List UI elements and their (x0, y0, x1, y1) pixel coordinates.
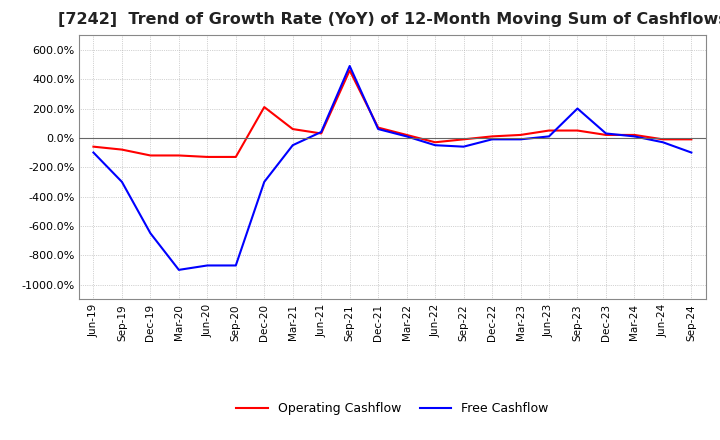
Free Cashflow (431, 143, 439, 148)
Operating Cashflow (487, 134, 496, 139)
Operating Cashflow (260, 104, 269, 110)
Free Cashflow (487, 137, 496, 142)
Line: Operating Cashflow: Operating Cashflow (94, 70, 691, 157)
Operating Cashflow (659, 137, 667, 142)
Operating Cashflow (431, 139, 439, 145)
Operating Cashflow (459, 137, 468, 142)
Operating Cashflow (146, 153, 155, 158)
Free Cashflow (203, 263, 212, 268)
Operating Cashflow (516, 132, 525, 138)
Operating Cashflow (545, 128, 554, 133)
Operating Cashflow (203, 154, 212, 160)
Free Cashflow (659, 139, 667, 145)
Free Cashflow (630, 134, 639, 139)
Operating Cashflow (402, 132, 411, 138)
Operating Cashflow (687, 137, 696, 142)
Free Cashflow (346, 63, 354, 69)
Legend: Operating Cashflow, Free Cashflow: Operating Cashflow, Free Cashflow (231, 397, 554, 420)
Operating Cashflow (232, 154, 240, 160)
Operating Cashflow (630, 132, 639, 138)
Operating Cashflow (346, 68, 354, 73)
Free Cashflow (317, 129, 325, 135)
Free Cashflow (687, 150, 696, 155)
Operating Cashflow (602, 132, 611, 138)
Free Cashflow (545, 134, 554, 139)
Free Cashflow (602, 131, 611, 136)
Operating Cashflow (174, 153, 183, 158)
Free Cashflow (117, 179, 126, 184)
Free Cashflow (516, 137, 525, 142)
Operating Cashflow (117, 147, 126, 152)
Free Cashflow (402, 134, 411, 139)
Line: Free Cashflow: Free Cashflow (94, 66, 691, 270)
Free Cashflow (573, 106, 582, 111)
Free Cashflow (459, 144, 468, 149)
Free Cashflow (374, 126, 382, 132)
Free Cashflow (89, 150, 98, 155)
Free Cashflow (260, 179, 269, 184)
Free Cashflow (174, 267, 183, 272)
Operating Cashflow (317, 131, 325, 136)
Free Cashflow (289, 143, 297, 148)
Title: [7242]  Trend of Growth Rate (YoY) of 12-Month Moving Sum of Cashflows: [7242] Trend of Growth Rate (YoY) of 12-… (58, 12, 720, 27)
Operating Cashflow (289, 126, 297, 132)
Operating Cashflow (573, 128, 582, 133)
Free Cashflow (232, 263, 240, 268)
Operating Cashflow (374, 125, 382, 130)
Free Cashflow (146, 231, 155, 236)
Operating Cashflow (89, 144, 98, 149)
